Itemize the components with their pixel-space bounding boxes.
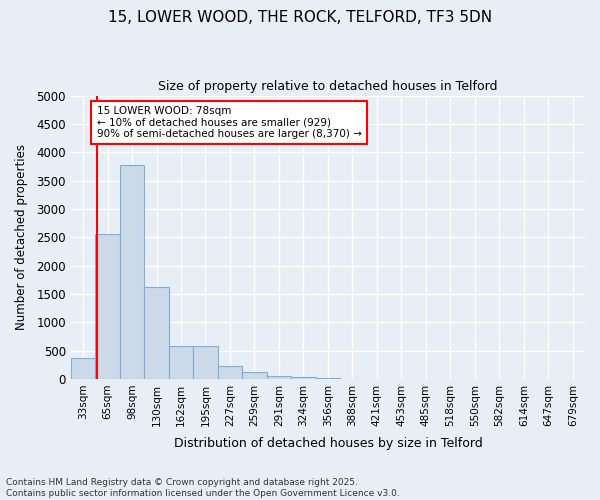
Bar <box>218 366 242 379</box>
Y-axis label: Number of detached properties: Number of detached properties <box>15 144 28 330</box>
Bar <box>291 377 316 379</box>
Bar <box>266 376 291 379</box>
Bar <box>144 287 169 379</box>
Bar <box>71 358 95 379</box>
Bar <box>193 346 218 379</box>
Bar <box>120 164 144 379</box>
Bar <box>242 372 266 379</box>
Bar <box>95 234 120 379</box>
X-axis label: Distribution of detached houses by size in Telford: Distribution of detached houses by size … <box>173 437 482 450</box>
Bar <box>169 346 193 379</box>
Text: 15 LOWER WOOD: 78sqm
← 10% of detached houses are smaller (929)
90% of semi-deta: 15 LOWER WOOD: 78sqm ← 10% of detached h… <box>97 106 361 139</box>
Title: Size of property relative to detached houses in Telford: Size of property relative to detached ho… <box>158 80 497 93</box>
Text: Contains HM Land Registry data © Crown copyright and database right 2025.
Contai: Contains HM Land Registry data © Crown c… <box>6 478 400 498</box>
Text: 15, LOWER WOOD, THE ROCK, TELFORD, TF3 5DN: 15, LOWER WOOD, THE ROCK, TELFORD, TF3 5… <box>108 10 492 25</box>
